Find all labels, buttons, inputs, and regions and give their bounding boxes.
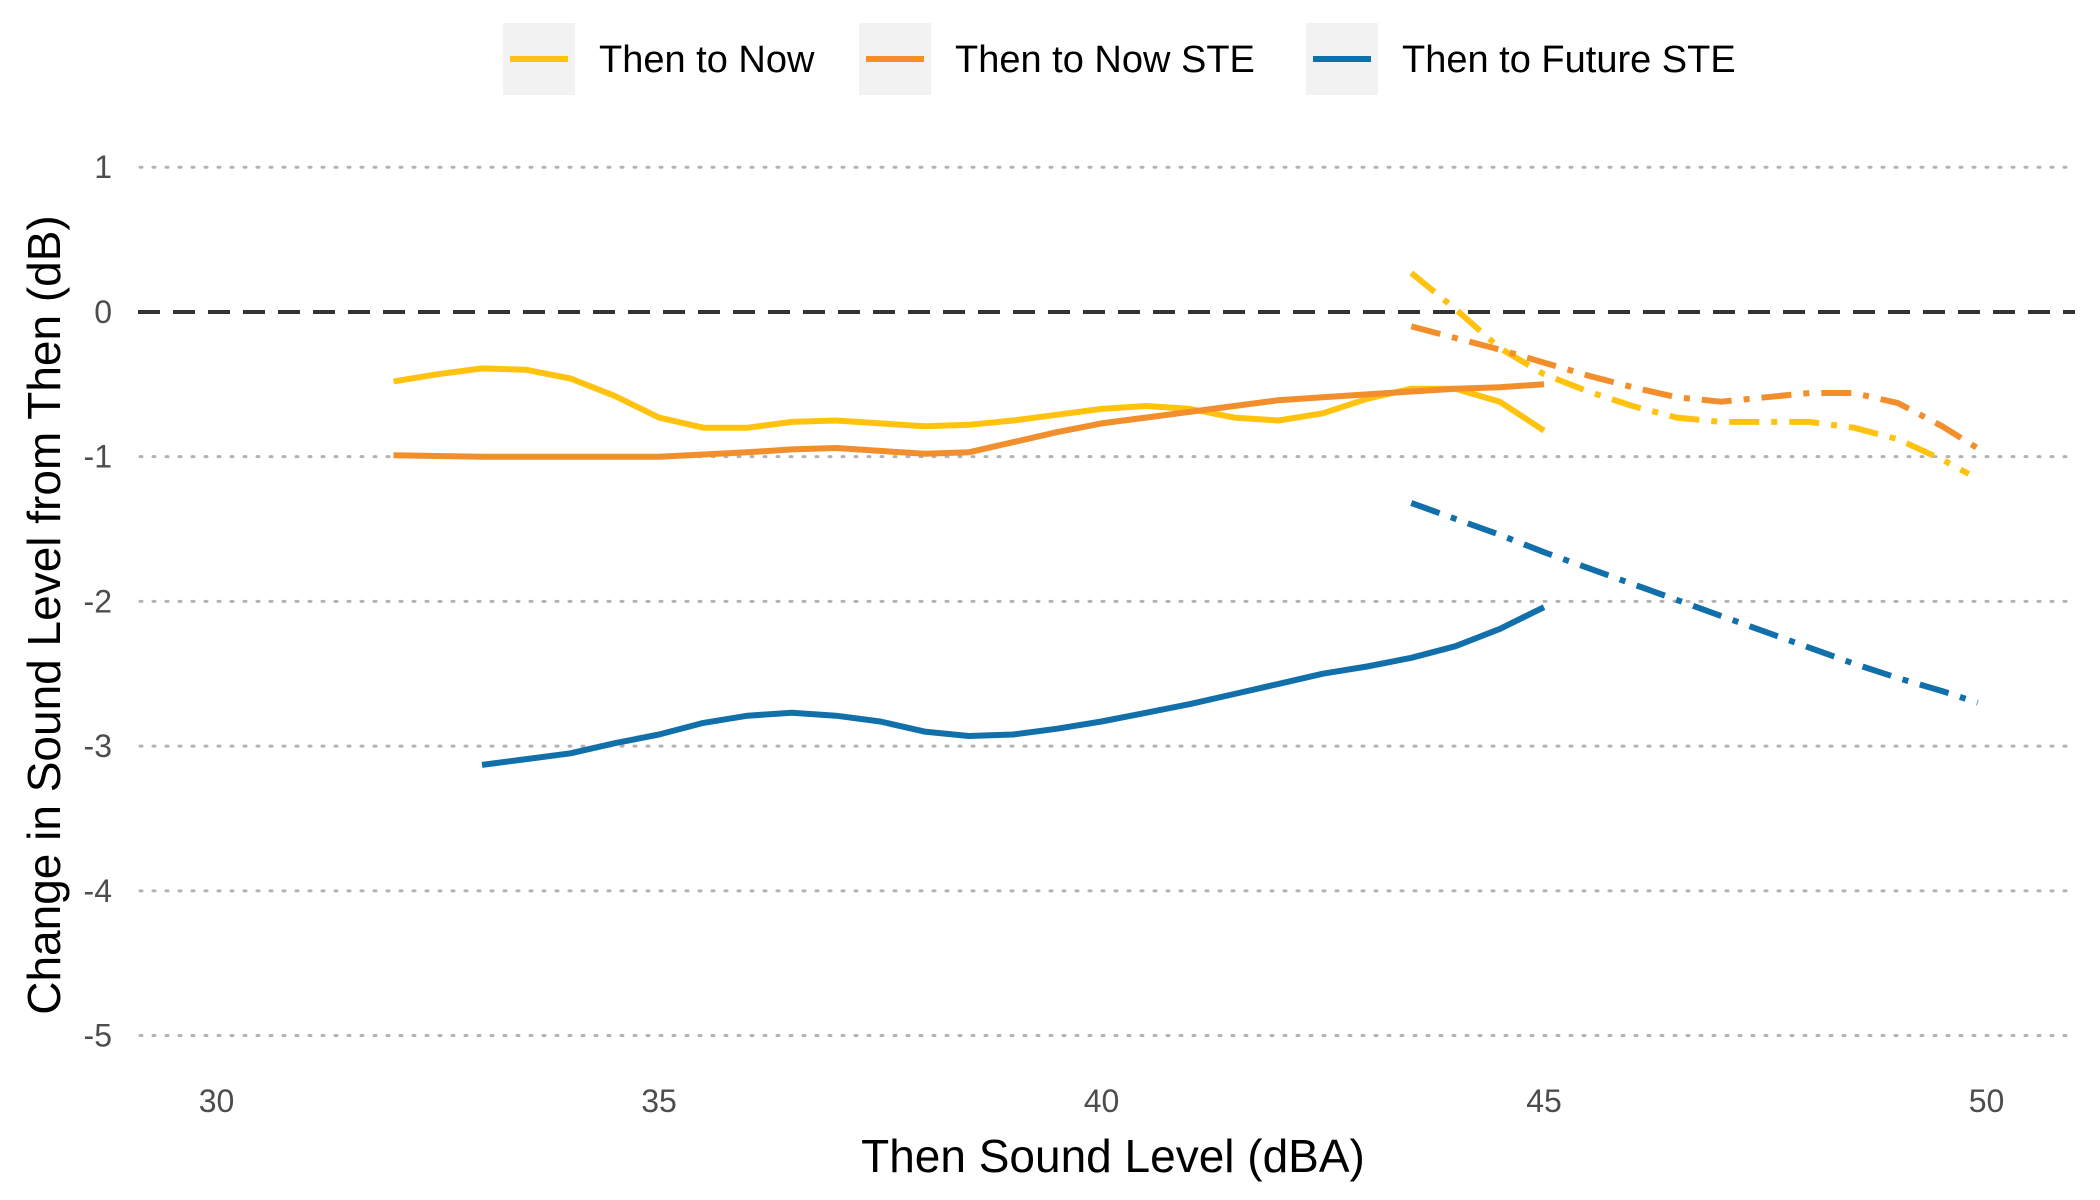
y-tick-label: 1 — [94, 149, 112, 185]
series-line-solid-1 — [393, 381, 1545, 460]
x-tick-label: 45 — [1526, 1083, 1562, 1119]
legend-label: Then to Now — [599, 39, 815, 81]
x-tick-label: 40 — [1084, 1083, 1120, 1119]
series-line-dotdash-5 — [1410, 500, 1979, 706]
x-axis-ticks: 30 35 40 45 50 — [199, 1083, 2005, 1119]
y-tick-label: -1 — [84, 439, 112, 475]
x-tick-label: 50 — [1969, 1083, 2005, 1119]
y-tick-label: -4 — [84, 873, 112, 909]
legend-item: Then to Future STE — [1306, 23, 1736, 95]
series-line-solid-2 — [481, 604, 1546, 768]
y-axis-title: Change in Sound Level from Then (dB) — [18, 215, 70, 1015]
x-tick-label: 30 — [199, 1083, 235, 1119]
legend-item: Then to Now STE — [859, 23, 1255, 95]
series-line-dotdash-3 — [1409, 270, 1971, 477]
series-lines — [393, 270, 1989, 768]
y-tick-label: -2 — [84, 583, 112, 619]
y-tick-label: 0 — [94, 294, 112, 330]
legend-label: Then to Now STE — [955, 39, 1255, 81]
x-tick-label: 35 — [641, 1083, 677, 1119]
legend-label: Then to Future STE — [1402, 39, 1736, 81]
series-line-solid-0 — [393, 365, 1546, 434]
legend-item: Then to Now — [503, 23, 815, 95]
y-tick-label: -5 — [84, 1018, 112, 1054]
x-axis-title: Then Sound Level (dBA) — [861, 1130, 1365, 1182]
legend: Then to Now Then to Now STE Then to Future… — [503, 23, 1736, 95]
y-tick-label: -3 — [84, 728, 112, 764]
gridlines — [138, 165, 2077, 1038]
y-axis-ticks: 1 0 -1 -2 -3 -4 -5 — [84, 149, 112, 1053]
series-line-dotdash-4 — [1410, 323, 1989, 457]
